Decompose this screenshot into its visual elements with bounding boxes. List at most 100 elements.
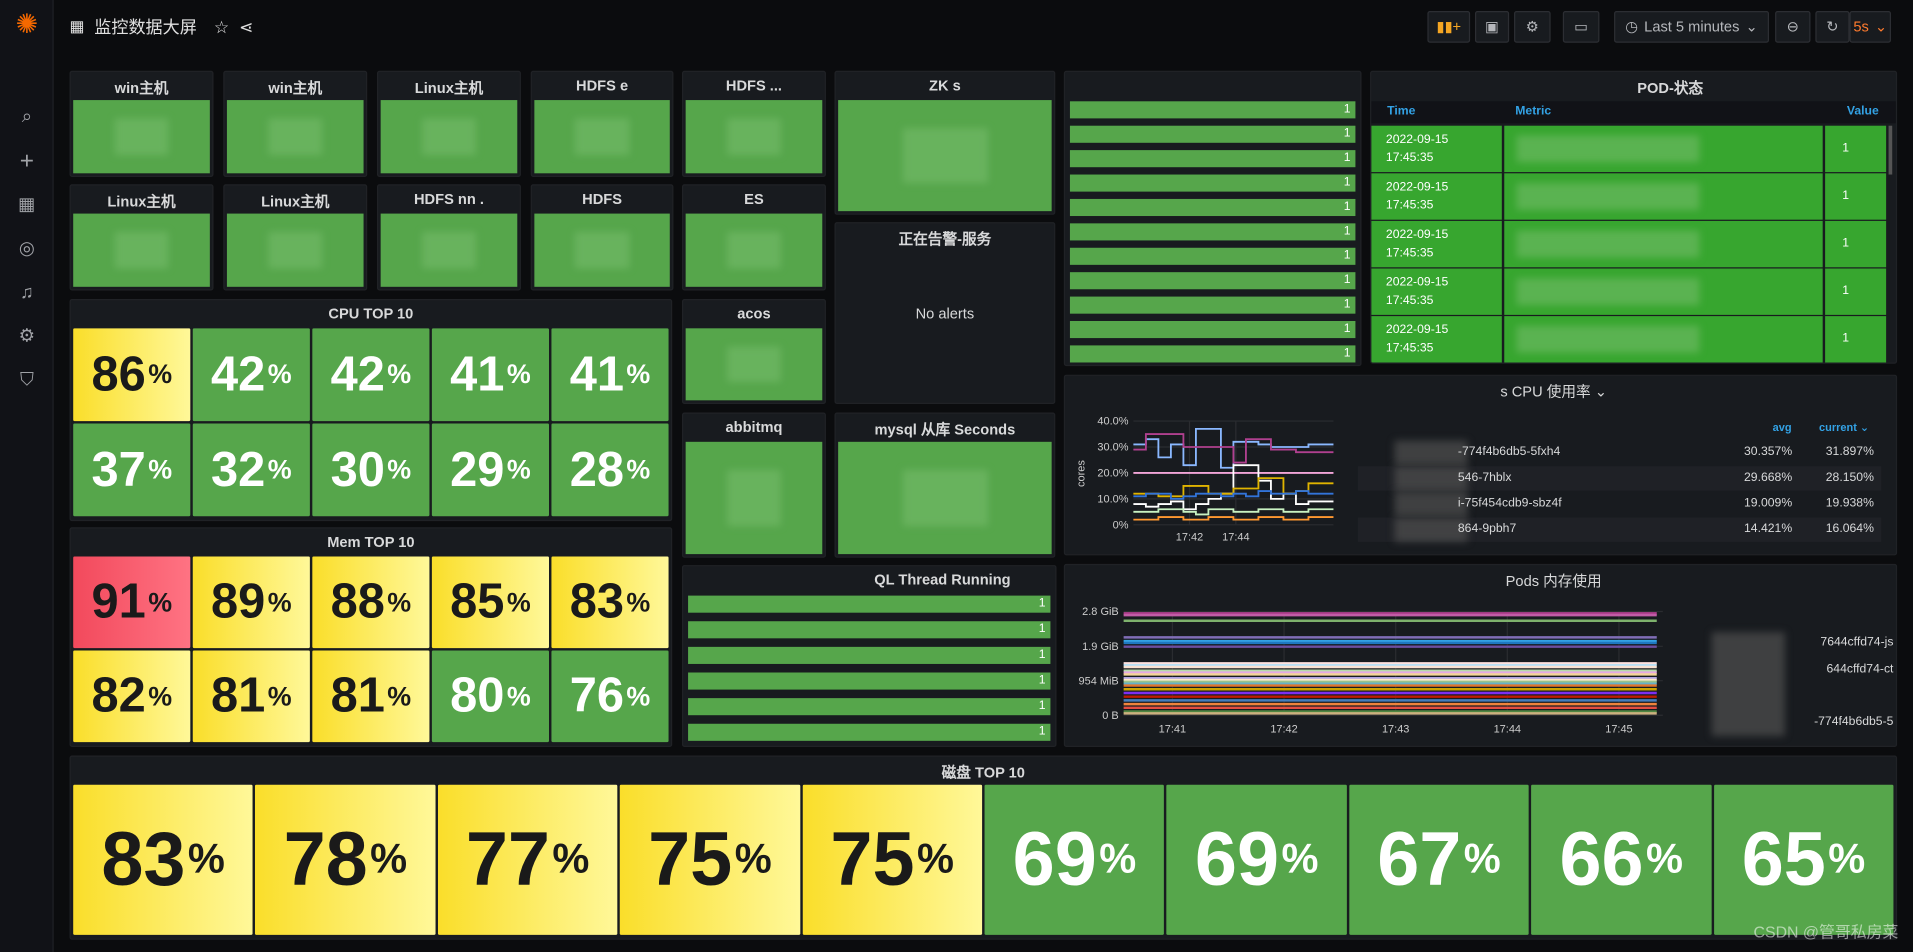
legend-row[interactable]: 644cffd74-ct bbox=[1706, 659, 1894, 681]
bar-gauge-row: 1 bbox=[1069, 247, 1356, 265]
time-range-picker[interactable]: ◷ Last 5 minutes ⌄ bbox=[1614, 10, 1769, 43]
panel-title: Linux主机 bbox=[261, 192, 330, 210]
time-cell: 2022-09-15 17:45:35 bbox=[1371, 268, 1502, 315]
panel-title: 磁盘 TOP 10 bbox=[941, 764, 1025, 782]
bar-gauge-row: 1 bbox=[688, 646, 1051, 664]
stat-value-area bbox=[73, 100, 210, 174]
dashboard-grid-icon: ▦ bbox=[69, 17, 85, 36]
dashboards-icon[interactable]: ▦ bbox=[18, 194, 36, 215]
stat-value: 85 bbox=[450, 574, 505, 629]
refresh-interval-picker[interactable]: 5s ⌄ bbox=[1849, 10, 1891, 43]
stat-value: 69 bbox=[1194, 817, 1280, 902]
table-row[interactable]: 2022-09-15 17:45:35 1 bbox=[1371, 220, 1887, 268]
panel-title: acos bbox=[737, 305, 771, 323]
shield-icon[interactable]: ⛉ bbox=[19, 369, 34, 391]
table-row[interactable]: 2022-09-15 17:45:35 1 bbox=[1371, 125, 1887, 173]
table-row[interactable]: 2022-09-15 17:45:35 1 bbox=[1371, 268, 1887, 315]
stat-value: 83 bbox=[569, 574, 624, 629]
search-icon[interactable]: ⌕ bbox=[21, 106, 32, 127]
watermark: CSDN @管哥私房菜 bbox=[1753, 922, 1899, 942]
disk-top10-stat-cell: 66% bbox=[1531, 784, 1712, 935]
plus-icon[interactable]: + bbox=[19, 147, 34, 175]
compass-icon[interactable]: ◎ bbox=[18, 237, 35, 259]
stat-unit: % bbox=[626, 680, 651, 711]
stat-value-area bbox=[685, 100, 823, 174]
legend-series-name: 864-9pbh7 bbox=[1457, 522, 1517, 536]
stat-unit: % bbox=[1099, 836, 1137, 883]
date-text: 2022-09-15 bbox=[1385, 323, 1449, 337]
legend-row[interactable]: i-75f454cdb9-sbz4f 19.009% 19.938% bbox=[1358, 491, 1881, 517]
redacted-metric bbox=[1516, 278, 1700, 306]
refresh-button[interactable]: ↻ bbox=[1815, 10, 1850, 43]
table-row[interactable]: 2022-09-15 17:45:35 1 bbox=[1371, 173, 1887, 220]
panel-title: abbitmq bbox=[725, 418, 783, 436]
gear-icon[interactable]: ⚙ bbox=[18, 325, 36, 347]
disk-top10-stat-cell: 69% bbox=[1166, 784, 1347, 935]
panel-title: HDFS e bbox=[576, 76, 629, 94]
legend-header-current[interactable]: current ⌄ bbox=[1819, 421, 1870, 434]
settings-button[interactable]: ⚙ bbox=[1514, 10, 1551, 43]
stat-unit: % bbox=[552, 836, 590, 883]
dashboard-title[interactable]: 监控数据大屏 bbox=[94, 17, 197, 37]
stat-panel: acos bbox=[681, 299, 826, 404]
redacted-metric bbox=[1516, 230, 1700, 258]
metric-cell bbox=[1504, 220, 1823, 268]
stat-panel: win主机 bbox=[223, 70, 368, 177]
scrollbar[interactable] bbox=[1888, 125, 1893, 175]
stat-unit: % bbox=[148, 358, 173, 390]
stat-value: 42 bbox=[211, 347, 266, 401]
metric-cell bbox=[1504, 316, 1823, 363]
stat-unit: % bbox=[1828, 836, 1866, 883]
stat-unit: % bbox=[626, 586, 651, 617]
save-button[interactable]: ▣ bbox=[1474, 10, 1510, 43]
bell-icon[interactable]: ♫ bbox=[19, 281, 34, 303]
legend-row[interactable]: -774f4b6db5-5fxh4 30.357% 31.897% bbox=[1358, 440, 1881, 466]
legend-row[interactable]: 864-9pbh7 14.421% 16.064% bbox=[1357, 517, 1882, 542]
stat-value: 75 bbox=[830, 817, 915, 902]
redacted-value bbox=[574, 118, 630, 156]
cpu-top10-stat-cell: 28% bbox=[551, 423, 669, 517]
mem-top10-stat-cell: 81% bbox=[312, 650, 430, 743]
redacted-value bbox=[421, 231, 477, 269]
y-tick-label: 954 MiB bbox=[1078, 675, 1118, 687]
tv-mode-button[interactable]: ▭ bbox=[1562, 10, 1600, 43]
legend-row[interactable]: 7644cffd74-js bbox=[1706, 632, 1893, 654]
legend-row[interactable]: -774f4b6db5-5 bbox=[1706, 712, 1893, 734]
bar-gauge-row: 1 bbox=[1069, 320, 1356, 339]
stat-unit: % bbox=[1463, 836, 1501, 883]
legend-current: 28.150% bbox=[1825, 471, 1874, 485]
stat-unit: % bbox=[370, 836, 408, 883]
x-tick-label: 17:43 bbox=[1382, 723, 1409, 735]
legend-current: 19.938% bbox=[1825, 496, 1874, 511]
legend-header-avg[interactable]: avg bbox=[1772, 421, 1792, 434]
stat-unit: % bbox=[148, 454, 173, 485]
column-header-value[interactable]: Value bbox=[1846, 104, 1879, 119]
add-panel-button[interactable]: ▮▮+ bbox=[1427, 10, 1471, 43]
pod-status-panel: POD-状态 Time Metric Value 2022-09-15 17:45… bbox=[1370, 70, 1898, 364]
grafana-logo-icon[interactable]: ✺ bbox=[15, 8, 39, 40]
legend-row[interactable]: 546-7hblx 29.668% 28.150% bbox=[1357, 466, 1882, 491]
panel-title[interactable]: s CPU 使用率 ⌄ bbox=[1500, 383, 1607, 401]
share-icon[interactable]: ⋖ bbox=[238, 16, 254, 37]
zoom-out-button[interactable]: ⊖ bbox=[1775, 10, 1811, 43]
bar-gauge-row: 1 bbox=[688, 698, 1051, 716]
mem-top10-stat-cell: 76% bbox=[551, 650, 669, 743]
bar-gauge-row: 1 bbox=[1069, 125, 1356, 143]
panel-title: HDFS nn . bbox=[413, 190, 484, 208]
disk-top10-stat-cell: 65% bbox=[1713, 784, 1894, 935]
column-header-metric[interactable]: Metric bbox=[1515, 104, 1552, 119]
table-row[interactable]: 2022-09-15 17:45:35 1 bbox=[1371, 316, 1887, 363]
bar-gauge-row: 1 bbox=[1069, 345, 1356, 363]
star-icon[interactable]: ☆ bbox=[213, 16, 230, 37]
value-cell: 1 bbox=[1825, 268, 1887, 315]
y-tick-label: 10.0% bbox=[1097, 494, 1128, 506]
stat-panel: HDFS bbox=[530, 184, 674, 291]
cpu-top10-stat-cell: 42% bbox=[192, 328, 310, 422]
column-header-time[interactable]: Time bbox=[1387, 104, 1416, 119]
refresh-interval-label: 5s bbox=[1853, 18, 1869, 36]
stat-value-area bbox=[838, 441, 1052, 555]
redacted-value bbox=[114, 118, 169, 156]
stat-value-area bbox=[380, 213, 518, 287]
stat-value: 41 bbox=[569, 347, 624, 401]
x-tick-label: 17:41 bbox=[1159, 723, 1186, 735]
